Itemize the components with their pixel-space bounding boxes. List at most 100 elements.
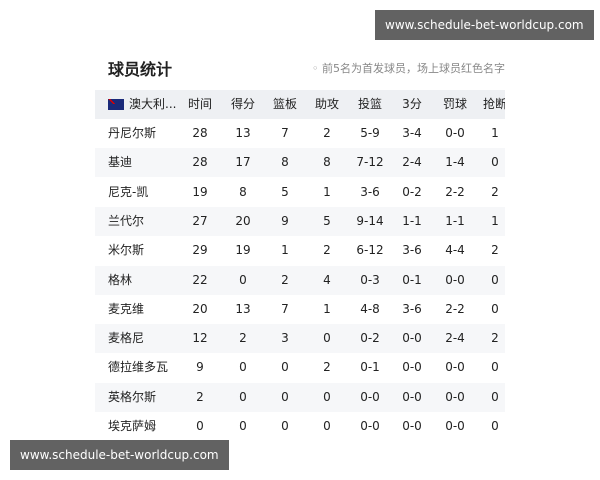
player-name: 丹尼尔斯 <box>108 126 157 140</box>
flag-icon <box>108 99 124 110</box>
card-title: 球员统计 <box>108 60 173 79</box>
watermark: www.schedule-bet-worldcup.com <box>375 10 594 40</box>
stat-cell: 0 <box>281 360 289 375</box>
stat-cell: 1-1 <box>402 213 422 228</box>
stat-cell: 4-8 <box>360 301 380 316</box>
stat-cell: 3-6 <box>402 243 422 258</box>
table-row: 德拉维多瓦 9 0 0 2 0-1 0-0 0-0 0 <box>95 353 505 383</box>
stat-cell: 0 <box>239 389 247 404</box>
stat-cell: 0 <box>239 419 247 433</box>
table-row: 尼克-凯 19 8 5 1 3-6 0-2 2-2 2 <box>95 177 505 207</box>
stat-cell: 0 <box>323 331 331 346</box>
player-name: 麦克维 <box>108 301 145 316</box>
table-row: 米尔斯 29 19 1 2 6-12 3-6 4-4 2 <box>95 236 505 266</box>
stat-cell: 0-0 <box>360 419 380 433</box>
stat-cell: 5 <box>323 213 331 228</box>
stat-cell: 0-0 <box>402 331 422 346</box>
stat-cell: 2 <box>196 389 204 404</box>
stat-cell: 0 <box>491 155 499 170</box>
stat-cell: 4-4 <box>445 243 465 258</box>
stat-cell: 1 <box>323 184 331 199</box>
stat-cell: 9-14 <box>356 213 384 228</box>
stat-cell: 27 <box>192 213 208 228</box>
stat-cell: 29 <box>192 243 208 258</box>
stat-cell: 0-0 <box>402 419 422 433</box>
table-row: 埃克萨姆 0 0 0 0 0-0 0-0 0-0 0 <box>95 412 505 441</box>
table-row: 英格尔斯 2 0 0 0 0-0 0-0 0-0 0 <box>95 382 505 412</box>
stat-cell: 0-0 <box>445 272 465 287</box>
stat-cell: 2 <box>239 331 247 346</box>
stat-cell: 8 <box>239 184 247 199</box>
stat-cell: 0 <box>323 389 331 404</box>
stat-cell: 0-2 <box>402 184 422 199</box>
stat-cell: 2-2 <box>445 184 465 199</box>
stat-cell: 0 <box>491 389 499 404</box>
stat-cell: 0 <box>281 389 289 404</box>
stat-cell: 0 <box>491 419 499 433</box>
column-header: 篮板 <box>272 97 298 111</box>
stat-cell: 2-2 <box>445 301 465 316</box>
stat-cell: 8 <box>281 155 289 170</box>
stat-cell: 7 <box>281 126 289 140</box>
stat-cell: 0 <box>239 360 247 375</box>
stat-cell: 0-1 <box>402 272 422 287</box>
player-name: 格林 <box>108 272 133 287</box>
table-row: 麦克维 20 13 7 1 4-8 3-6 2-2 0 <box>95 294 505 324</box>
stat-cell: 2 <box>323 243 331 258</box>
stat-cell: 2-4 <box>402 155 422 170</box>
column-header: 时间 <box>187 97 213 111</box>
stat-cell: 1 <box>491 126 499 140</box>
table-row: 麦格尼 12 2 3 0 0-2 0-0 2-4 2 <box>95 324 505 354</box>
stat-cell: 28 <box>192 155 208 170</box>
stat-cell: 1 <box>323 301 331 316</box>
stat-cell: 2 <box>323 360 331 375</box>
stat-cell: 1-1 <box>445 213 465 228</box>
stat-cell: 28 <box>192 126 208 140</box>
stat-cell: 1-4 <box>445 155 465 170</box>
table-row: 兰代尔 27 20 9 5 9-14 1-1 1-1 1 <box>95 206 505 236</box>
player-name: 英格尔斯 <box>108 389 157 404</box>
stat-cell: 20 <box>192 301 208 316</box>
column-header: 3分 <box>402 97 422 111</box>
stat-cell: 6-12 <box>356 243 384 258</box>
stat-cell: 19 <box>192 184 208 199</box>
stat-cell: 3-6 <box>360 184 380 199</box>
stat-cell: 0 <box>491 360 499 375</box>
stat-cell: 4 <box>323 272 331 287</box>
stat-cell: 0-0 <box>402 389 422 404</box>
stat-cell: 2 <box>323 126 331 140</box>
header-row: 澳大利... 时间 得分 篮板 助攻 投篮 3分 罚球 抢断 <box>95 90 505 119</box>
stat-cell: 1 <box>281 243 289 258</box>
player-name: 兰代尔 <box>108 213 145 228</box>
stat-cell: 0 <box>323 419 331 433</box>
stat-cell: 0 <box>239 272 247 287</box>
stat-cell: 3-6 <box>402 301 422 316</box>
table-row: 基迪 28 17 8 8 7-12 2-4 1-4 0 <box>95 148 505 178</box>
watermark: www.schedule-bet-worldcup.com <box>10 440 229 470</box>
stat-cell: 9 <box>281 213 289 228</box>
stat-cell: 13 <box>235 301 251 316</box>
stat-cell: 22 <box>192 272 208 287</box>
stat-cell: 0-3 <box>360 272 380 287</box>
stat-cell: 2 <box>491 331 499 346</box>
stat-cell: 2 <box>491 243 499 258</box>
stat-cell: 5 <box>281 184 289 199</box>
stat-cell: 2 <box>491 184 499 199</box>
stat-cell: 2 <box>281 272 289 287</box>
stat-cell: 8 <box>323 155 331 170</box>
player-name: 米尔斯 <box>108 243 145 258</box>
stat-cell: 0-2 <box>360 331 380 346</box>
stat-cell: 0 <box>196 419 204 433</box>
stat-cell: 9 <box>196 360 204 375</box>
player-name: 麦格尼 <box>108 331 145 346</box>
stats-card: 球员统计 前5名为首发球员，场上球员红色名字 澳大利... 时间 得分 篮板 助攻 投篮 3… <box>95 42 505 442</box>
stat-cell: 5-9 <box>360 126 380 140</box>
stat-cell: 0-0 <box>360 389 380 404</box>
stat-cell: 17 <box>235 155 251 170</box>
stat-cell: 1 <box>491 213 499 228</box>
stat-cell: 7-12 <box>356 155 384 170</box>
stat-cell: 20 <box>235 213 251 228</box>
stat-cell: 0 <box>491 272 499 287</box>
stat-cell: 3-4 <box>402 126 422 140</box>
